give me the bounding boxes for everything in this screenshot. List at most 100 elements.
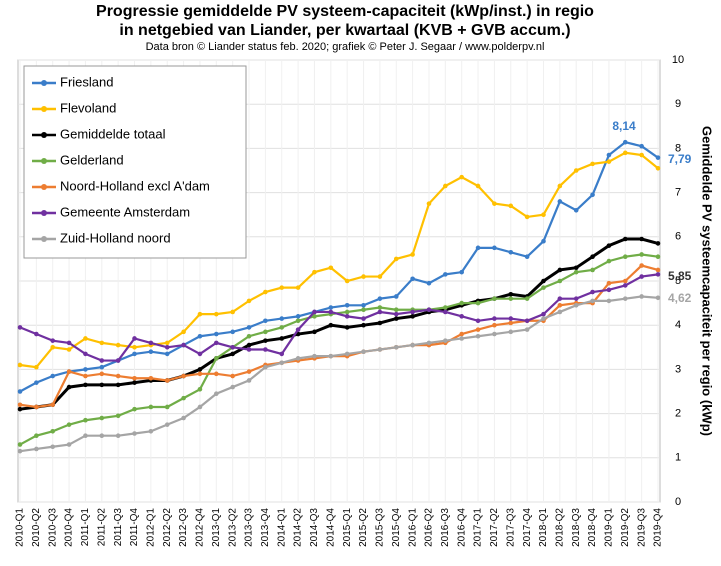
data-point xyxy=(344,351,350,357)
data-point xyxy=(344,309,350,315)
data-point xyxy=(541,311,546,317)
data-point xyxy=(377,305,383,310)
data-point xyxy=(197,351,203,357)
data-point xyxy=(508,296,514,301)
data-point xyxy=(164,404,170,410)
data-point xyxy=(573,269,579,275)
data-point xyxy=(17,406,23,412)
data-point xyxy=(622,139,628,145)
data-point xyxy=(312,309,317,315)
data-point xyxy=(214,331,219,337)
data-point xyxy=(230,329,235,335)
data-point xyxy=(230,384,235,390)
y-tick-label: 6 xyxy=(675,231,681,243)
data-point xyxy=(639,236,644,242)
y-tick-label: 9 xyxy=(675,98,681,110)
data-point xyxy=(492,245,497,251)
data-point xyxy=(214,311,219,317)
data-point xyxy=(50,345,56,350)
data-point xyxy=(181,342,186,348)
data-point xyxy=(557,278,563,284)
data-point xyxy=(148,375,154,381)
data-point xyxy=(214,371,219,377)
legend-marker xyxy=(41,184,47,190)
x-tick-label: 2011-Q2 xyxy=(96,508,107,547)
data-point xyxy=(115,373,121,379)
x-tick-label: 2019-Q2 xyxy=(620,508,631,547)
data-point xyxy=(132,380,137,385)
data-point xyxy=(66,422,72,427)
data-point xyxy=(328,353,334,359)
data-point xyxy=(263,289,268,295)
legend-box xyxy=(23,65,247,259)
data-point xyxy=(279,360,285,366)
data-point xyxy=(197,311,203,317)
data-point xyxy=(312,314,317,319)
legend-label: Gelderland xyxy=(60,152,124,167)
data-point xyxy=(639,274,644,279)
data-point xyxy=(492,316,497,321)
data-point xyxy=(17,442,23,447)
data-point xyxy=(361,316,366,321)
data-point xyxy=(426,280,432,286)
data-point xyxy=(197,333,203,339)
chart-subtitle: Data bron © Liander status feb. 2020; gr… xyxy=(146,41,545,53)
data-point xyxy=(279,316,285,321)
x-tick-label: 2015-Q2 xyxy=(358,508,369,547)
data-point xyxy=(214,356,219,361)
data-point xyxy=(541,238,546,244)
data-point xyxy=(426,340,432,346)
data-point xyxy=(377,309,383,315)
data-point xyxy=(148,340,154,346)
x-tick-label: 2019-Q4 xyxy=(653,508,664,547)
data-point xyxy=(328,322,334,328)
y-tick-label: 8 xyxy=(675,142,681,154)
x-tick-label: 2016-Q4 xyxy=(456,508,467,547)
data-point xyxy=(83,417,88,423)
data-point xyxy=(279,351,285,357)
data-point xyxy=(361,349,366,355)
data-point xyxy=(83,382,88,388)
data-point xyxy=(66,340,72,346)
data-point xyxy=(557,183,563,189)
data-point xyxy=(361,303,366,308)
x-tick-label: 2010-Q3 xyxy=(47,508,58,547)
data-point xyxy=(295,314,301,319)
x-tick-label: 2018-Q4 xyxy=(587,508,598,547)
legend-marker xyxy=(41,80,47,86)
x-tick-label: 2017-Q3 xyxy=(505,508,516,547)
y-tick-label: 5 xyxy=(675,275,681,287)
x-tick-label: 2012-Q4 xyxy=(195,508,206,547)
data-point xyxy=(230,373,235,379)
data-point xyxy=(197,367,203,372)
data-point xyxy=(132,431,137,436)
x-tick-label: 2016-Q2 xyxy=(424,508,435,547)
data-point xyxy=(361,322,366,328)
data-point xyxy=(295,356,301,361)
data-point xyxy=(246,347,252,352)
legend-label: Zuid-Holland noord xyxy=(60,230,171,245)
data-point xyxy=(475,300,481,306)
chart-title: Progressie gemiddelde PV systeem-capacit… xyxy=(96,3,594,20)
data-point xyxy=(263,364,268,370)
x-tick-label: 2018-Q2 xyxy=(554,508,565,547)
data-point xyxy=(622,254,628,259)
x-tick-label: 2014-Q3 xyxy=(309,508,320,547)
data-point xyxy=(197,371,203,377)
data-point xyxy=(148,404,154,410)
data-point xyxy=(34,404,39,410)
data-point xyxy=(164,345,170,350)
x-tick-label: 2017-Q2 xyxy=(489,508,500,547)
data-point xyxy=(475,245,481,251)
data-point xyxy=(541,285,546,290)
data-point xyxy=(524,214,530,220)
data-point xyxy=(312,353,317,359)
data-point xyxy=(17,362,23,368)
data-point xyxy=(410,309,415,315)
data-point xyxy=(181,373,186,379)
legend-label: Friesland xyxy=(60,74,113,89)
data-point xyxy=(328,305,334,310)
data-point xyxy=(279,325,285,330)
data-point xyxy=(393,316,399,321)
series-line xyxy=(19,295,659,453)
